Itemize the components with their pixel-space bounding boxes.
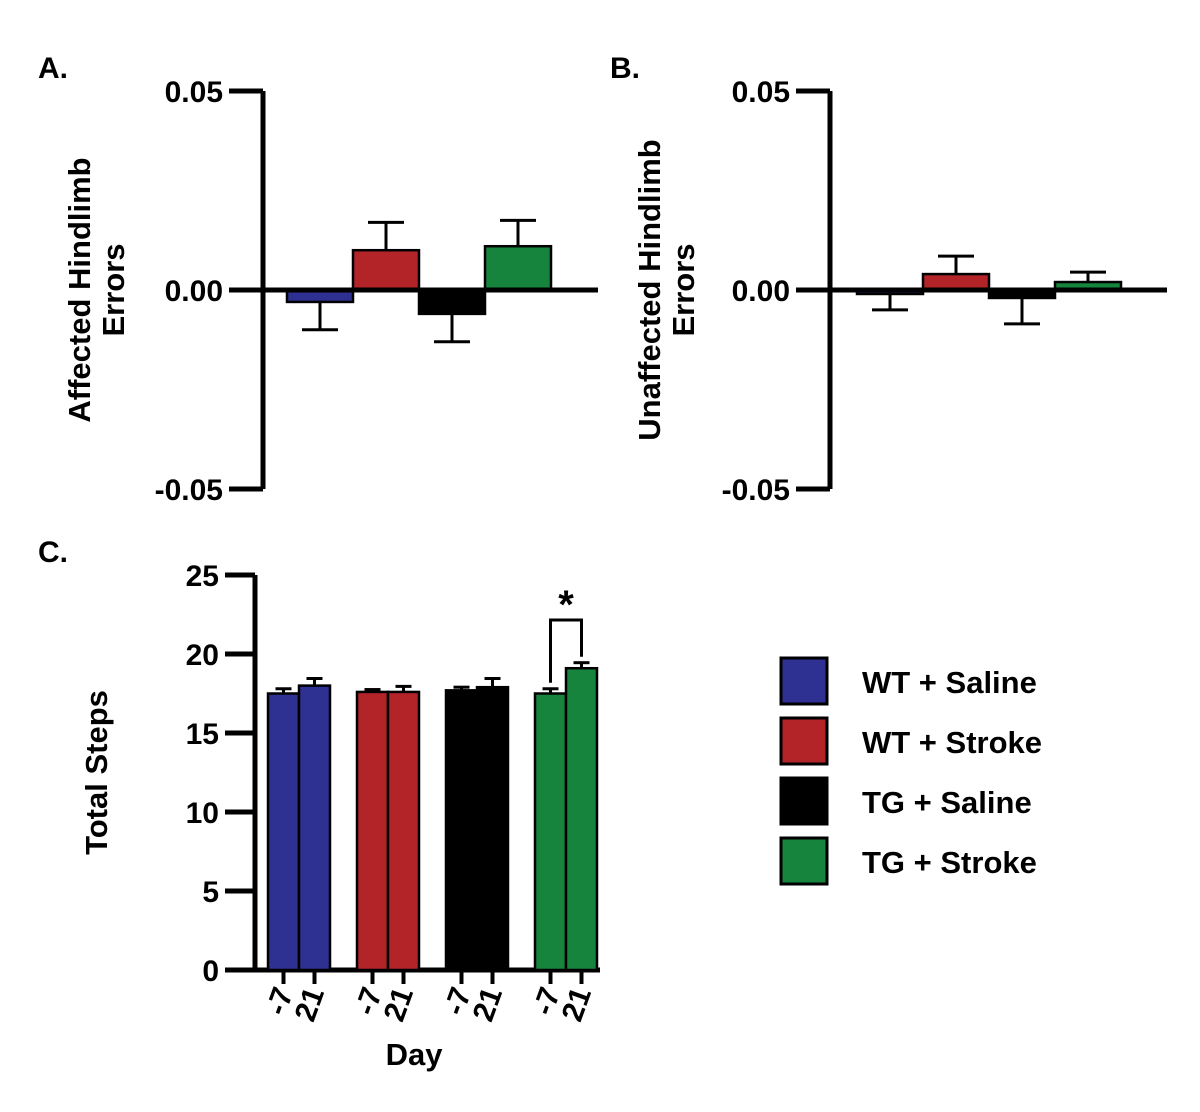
significance-bracket xyxy=(549,618,583,683)
bar-tg-stroke-day-21 xyxy=(564,666,599,972)
y-tick-label: 0.00 xyxy=(165,275,223,308)
y-axis-title-line: Affected Hindlimb xyxy=(62,157,97,422)
legend: WT + Saline WT + Stroke TG + Saline TG + St… xyxy=(779,656,1042,886)
y-axis-title-line: Errors xyxy=(666,243,701,336)
y-tick-label: 0 xyxy=(202,955,219,988)
bar-wt-stroke xyxy=(351,248,421,292)
bar-tg-saline-day-neg7 xyxy=(444,689,479,972)
y-tick-label: 20 xyxy=(186,639,219,672)
bar-wt-saline-day-neg7 xyxy=(266,692,301,972)
y-tick-label: 0.05 xyxy=(732,76,790,109)
panel-label: A. xyxy=(38,52,68,85)
bar-wt-saline-day-21 xyxy=(297,684,332,972)
legend-swatch-tg-stroke xyxy=(779,836,829,886)
panel-label: B. xyxy=(610,52,640,85)
y-tick-label: -0.05 xyxy=(155,474,223,507)
x-tick-label: 21 xyxy=(556,983,598,1026)
legend-label: WT + Saline xyxy=(862,665,1037,700)
y-tick-label: 10 xyxy=(186,797,219,830)
x-tick-label: 21 xyxy=(289,983,331,1026)
legend-label: WT + Stroke xyxy=(862,725,1042,760)
legend-label: TG + Saline xyxy=(862,785,1032,820)
bar-tg-saline xyxy=(417,288,487,316)
panel-b-chart: B. 0.05 0.00 -0.05 Unaffected HindlimbErrors xyxy=(610,52,1167,507)
legend-swatch-wt-saline xyxy=(779,656,829,706)
x-axis-title: Day xyxy=(386,1037,444,1072)
y-axis-title: Unaffected HindlimbErrors xyxy=(632,139,701,440)
panel-label: C. xyxy=(38,536,68,569)
y-tick-label: 0.00 xyxy=(732,275,790,308)
panel-a-chart: A. 0.05 0.00 -0.05 Affected HindlimbErrors xyxy=(38,52,598,507)
legend-label: TG + Stroke xyxy=(862,845,1037,880)
y-tick-label: 5 xyxy=(202,876,219,909)
bar-tg-stroke xyxy=(483,244,553,292)
y-tick-label: 0.05 xyxy=(165,76,223,109)
y-axis-title-line: Unaffected Hindlimb xyxy=(632,139,667,440)
y-axis-title: Affected HindlimbErrors xyxy=(62,157,131,422)
x-tick-label: 21 xyxy=(378,983,420,1026)
bar-tg-saline-day-21 xyxy=(475,685,510,972)
significance-marker: * xyxy=(558,583,574,627)
x-tick-label: 21 xyxy=(467,983,509,1026)
bar-wt-stroke-day-21 xyxy=(386,690,421,972)
y-tick-label: 25 xyxy=(186,560,219,593)
legend-swatch-wt-stroke xyxy=(779,716,829,766)
bar-tg-stroke-day-neg7 xyxy=(533,692,568,972)
bar-wt-stroke-day-neg7 xyxy=(355,690,390,972)
legend-swatch-tg-saline xyxy=(779,776,829,826)
y-axis-title: Total Steps xyxy=(79,690,114,855)
y-tick-label: 15 xyxy=(186,718,219,751)
y-axis-title-line: Errors xyxy=(96,243,131,336)
y-tick-label: -0.05 xyxy=(722,474,790,507)
